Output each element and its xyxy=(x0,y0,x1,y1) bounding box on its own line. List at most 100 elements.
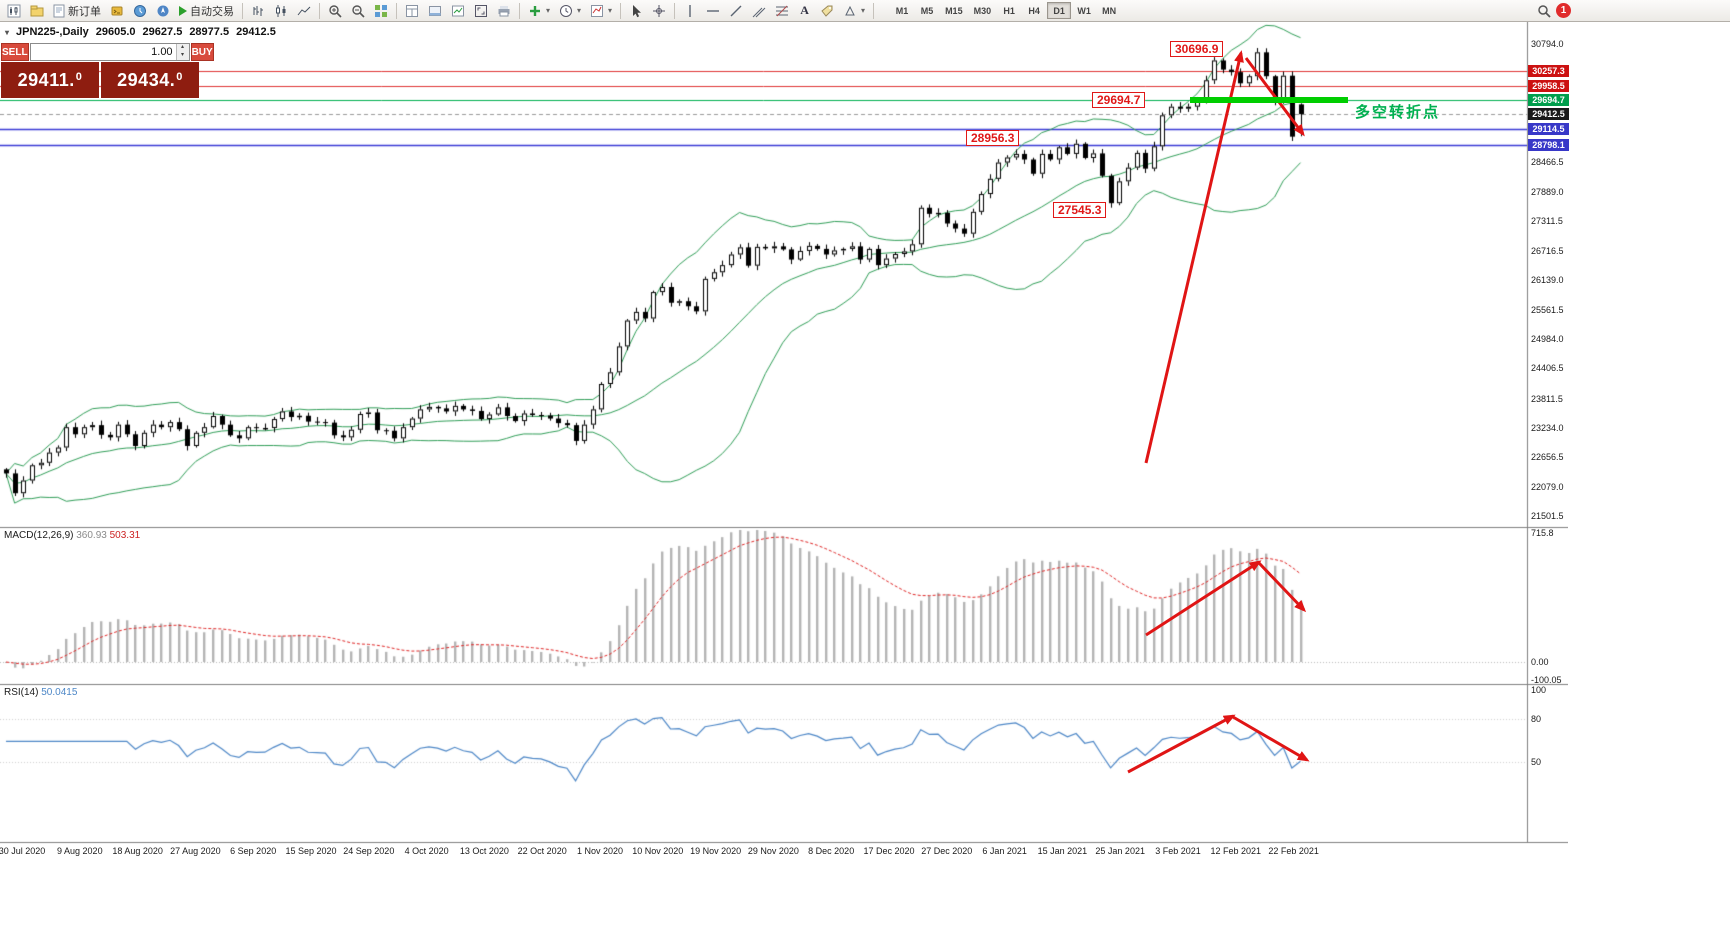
tile-windows-button[interactable] xyxy=(370,1,392,21)
price-scale-tick: 25561.5 xyxy=(1531,304,1564,315)
pivot-line-segment[interactable] xyxy=(1190,97,1348,103)
bar-chart-button[interactable] xyxy=(247,1,269,21)
sell-price-pip: 0 xyxy=(75,70,83,83)
navigator-button[interactable] xyxy=(152,1,174,21)
buy-price-value: 29434. xyxy=(117,69,176,90)
data-window-button[interactable] xyxy=(401,1,423,21)
chart-canvas[interactable] xyxy=(0,22,1568,944)
text-label-button[interactable] xyxy=(816,1,838,21)
periods-button[interactable]: ▾ xyxy=(555,1,585,21)
macd-signal-value: 503.31 xyxy=(109,530,141,541)
dropdown-caret-icon: ▾ xyxy=(546,6,551,15)
notification-badge[interactable]: 1 xyxy=(1556,3,1571,18)
zoom-out-button[interactable] xyxy=(347,1,369,21)
channel-icon xyxy=(752,4,766,18)
time-axis-label: 29 Nov 2020 xyxy=(747,846,799,856)
time-axis-label: 3 Feb 2021 xyxy=(1155,846,1201,856)
autotrading-play-icon xyxy=(179,5,187,16)
time-axis-label: 24 Sep 2020 xyxy=(343,846,395,856)
sell-button[interactable]: SELL xyxy=(1,43,29,61)
crosshair-button[interactable] xyxy=(648,1,670,21)
macd-scale-tick: 715.8 xyxy=(1531,527,1554,538)
timeframe-d1-button[interactable]: D1 xyxy=(1047,2,1072,19)
volume-down-button[interactable]: ▾ xyxy=(176,52,189,60)
buy-button[interactable]: BUY xyxy=(190,43,214,61)
chart-area: ▾ JPN225-,Daily 29605.0 29627.5 28977.5 … xyxy=(0,22,1730,944)
vertical-line-icon xyxy=(683,4,697,18)
print-icon xyxy=(497,4,511,18)
timeframe-h1-button[interactable]: H1 xyxy=(997,2,1021,19)
timeframe-w1-button[interactable]: W1 xyxy=(1072,2,1096,19)
line-chart-button[interactable] xyxy=(293,1,315,21)
new-order-button[interactable]: 新订单 xyxy=(49,1,105,21)
ohlc-close: 29412.5 xyxy=(236,26,276,38)
macd-name: MACD(12,26,9) xyxy=(4,530,74,541)
channel-button[interactable] xyxy=(748,1,770,21)
sell-price-button[interactable]: 29411. 0 xyxy=(1,62,99,98)
price-scale[interactable]: 30794.0 28466.5 27889.0 27311.5 26716.5 26139… xyxy=(1528,22,1570,842)
price-annotation-low[interactable]: 27545.3 xyxy=(1053,202,1107,218)
text-button[interactable]: A xyxy=(794,1,815,21)
ohlc-high: 29627.5 xyxy=(142,26,183,38)
new-chart-icon xyxy=(7,4,21,18)
metaeditor-button[interactable] xyxy=(106,1,128,21)
timeframe-mn-button[interactable]: MN xyxy=(1097,2,1121,19)
timeframe-m1-button[interactable]: M1 xyxy=(890,2,914,19)
fullscreen-button[interactable] xyxy=(470,1,492,21)
price-scale-tick: 27311.5 xyxy=(1531,215,1563,226)
time-axis-label: 17 Dec 2020 xyxy=(863,846,915,856)
rsi-scale-tick: 50 xyxy=(1531,757,1542,767)
rsi-indicator-label: RSI(14) 50.0415 xyxy=(4,687,77,698)
horizontal-line-icon xyxy=(706,4,720,18)
time-axis-label: 8 Dec 2020 xyxy=(808,846,855,856)
macd-scale-tick: 0.00 xyxy=(1531,657,1549,667)
templates-button[interactable]: ▾ xyxy=(586,1,616,21)
ohlc-low: 28977.5 xyxy=(189,26,230,38)
time-axis-label: 22 Feb 2021 xyxy=(1268,846,1319,856)
timeframe-m30-button[interactable]: M30 xyxy=(969,2,997,19)
print-button[interactable] xyxy=(493,1,515,21)
search-button[interactable] xyxy=(1533,1,1555,21)
fibonacci-button[interactable] xyxy=(771,1,793,21)
navigator-icon xyxy=(156,4,170,18)
volume-input[interactable] xyxy=(30,44,176,60)
price-annotation-peak[interactable]: 30696.9 xyxy=(1170,41,1224,57)
autotrading-button[interactable]: 自动交易 xyxy=(175,1,238,21)
time-axis[interactable]: 30 Jul 2020 9 Aug 2020 18 Aug 2020 27 Aug 2… xyxy=(0,845,1527,859)
market-watch-button[interactable] xyxy=(129,1,151,21)
cursor-button[interactable] xyxy=(625,1,647,21)
rsi-name: RSI(14) xyxy=(4,687,39,698)
market-watch-icon xyxy=(133,4,147,18)
price-annotation-pivot[interactable]: 29694.7 xyxy=(1092,92,1146,108)
tag-icon xyxy=(820,4,834,18)
timeframe-m5-button[interactable]: M5 xyxy=(915,2,939,19)
pivot-text-label[interactable]: 多空转折点 xyxy=(1355,104,1441,121)
terminal-button[interactable] xyxy=(424,1,446,21)
volume-up-button[interactable]: ▴ xyxy=(176,44,189,52)
time-axis-label: 27 Dec 2020 xyxy=(921,846,973,856)
clock-icon xyxy=(559,4,573,18)
price-scale-tick: 24406.5 xyxy=(1531,363,1564,374)
price-level-badge: 30257.3 xyxy=(1528,65,1569,78)
price-annotation-support[interactable]: 28956.3 xyxy=(966,130,1020,146)
indicators-button[interactable]: ▾ xyxy=(524,1,554,21)
toolbar-separator xyxy=(873,2,875,19)
time-axis-label: 6 Sep 2020 xyxy=(230,846,277,856)
timeframe-h4-button[interactable]: H4 xyxy=(1022,2,1046,19)
new-chart-button[interactable] xyxy=(3,1,25,21)
arrows-list-button[interactable]: ▾ xyxy=(839,1,869,21)
profiles-button[interactable] xyxy=(26,1,48,21)
candlestick-chart-button[interactable] xyxy=(270,1,292,21)
fullscreen-icon xyxy=(474,4,488,18)
time-axis-label: 30 Jul 2020 xyxy=(0,846,46,856)
buy-price-pip: 0 xyxy=(176,70,183,83)
trendline-button[interactable] xyxy=(725,1,747,21)
vertical-line-button[interactable] xyxy=(679,1,701,21)
zoom-in-button[interactable] xyxy=(324,1,346,21)
timeframe-m15-button[interactable]: M15 xyxy=(940,2,968,19)
horizontal-line-button[interactable] xyxy=(702,1,724,21)
strategy-tester-button[interactable] xyxy=(447,1,469,21)
buy-price-button[interactable]: 29434. 0 xyxy=(101,62,199,98)
rsi-scale-tick: 80 xyxy=(1531,713,1542,724)
one-click-panel-toggle[interactable]: ▾ xyxy=(5,27,10,37)
